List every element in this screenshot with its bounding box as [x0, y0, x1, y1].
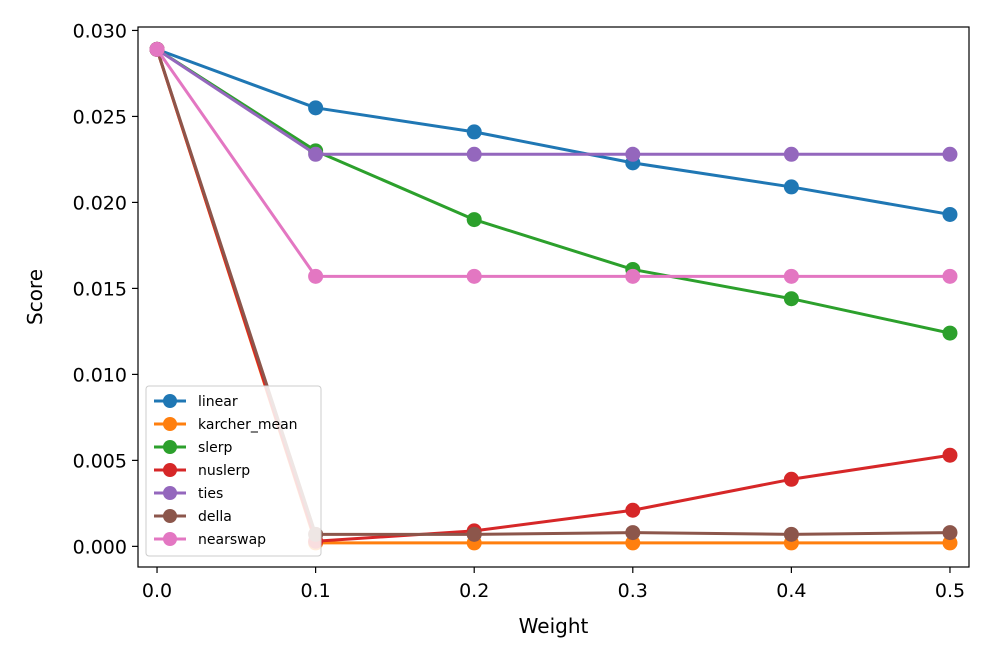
data-point-nuslerp: [942, 447, 958, 463]
data-point-linear: [783, 179, 799, 195]
series-line-ties: [155, 47, 952, 156]
series-nearswap: [149, 41, 958, 284]
data-point-karcher_mean: [625, 535, 641, 551]
x-tick-label: 0.2: [459, 580, 489, 602]
legend-swatch-marker: [163, 417, 177, 431]
legend-item-nearswap: nearswap: [154, 532, 266, 548]
legend-label: slerp: [198, 440, 233, 456]
legend-item-linear: linear: [154, 394, 238, 410]
data-point-linear: [466, 124, 482, 140]
legend-label: della: [198, 509, 232, 525]
series-line-nearswap: [155, 47, 952, 278]
data-point-slerp: [783, 291, 799, 307]
legend-swatch-marker: [163, 463, 177, 477]
legend-label: linear: [198, 394, 238, 410]
legend-swatch-marker: [163, 509, 177, 523]
x-tick-label: 0.5: [935, 580, 965, 602]
series-line-linear: [155, 47, 952, 216]
data-point-nearswap: [942, 268, 958, 284]
data-point-slerp: [942, 325, 958, 341]
legend-label: ties: [198, 486, 223, 502]
legend-item-nuslerp: nuslerp: [154, 463, 250, 479]
x-tick-label: 0.0: [142, 580, 172, 602]
data-point-ties: [783, 146, 799, 162]
data-point-ties: [625, 146, 641, 162]
y-tick-label: 0.010: [73, 364, 127, 386]
data-point-nuslerp: [625, 502, 641, 518]
data-point-ties: [942, 146, 958, 162]
legend-item-slerp: slerp: [154, 440, 233, 456]
y-axis-label: Score: [23, 269, 47, 325]
data-point-nearswap: [466, 268, 482, 284]
y-tick-label: 0.005: [73, 450, 127, 472]
plot-area-frame: [137, 26, 970, 568]
y-axis-ticks: 0.000 0.005 0.010 0.015 0.020 0.025 0.030: [73, 20, 138, 558]
data-point-karcher_mean: [942, 535, 958, 551]
data-point-linear: [942, 206, 958, 222]
y-tick-label: 0.025: [73, 106, 127, 128]
series-ties: [149, 41, 958, 162]
data-point-nearswap: [625, 268, 641, 284]
legend-label: nuslerp: [198, 463, 250, 479]
legend-swatch-marker: [163, 486, 177, 500]
data-point-nearswap: [149, 41, 165, 57]
x-axis-ticks: 0.0 0.1 0.2 0.3 0.4 0.5: [142, 567, 965, 602]
legend-swatch-marker: [163, 394, 177, 408]
legend-swatch-marker: [163, 532, 177, 546]
data-point-ties: [308, 146, 324, 162]
legend-swatch-marker: [163, 440, 177, 454]
y-tick-label: 0.020: [73, 192, 127, 214]
legend-label: karcher_mean: [198, 417, 298, 433]
series-line-slerp: [155, 47, 952, 335]
y-tick-label: 0.030: [73, 20, 127, 42]
data-point-nuslerp: [783, 471, 799, 487]
data-point-della: [466, 526, 482, 542]
legend-item-della: della: [154, 509, 232, 525]
legend-box: [145, 385, 322, 557]
legend-label: nearswap: [198, 532, 266, 548]
data-point-linear: [308, 100, 324, 116]
data-point-della: [625, 525, 641, 541]
data-point-nearswap: [308, 268, 324, 284]
data-point-della: [942, 525, 958, 541]
x-tick-label: 0.4: [776, 580, 806, 602]
y-tick-label: 0.000: [73, 536, 127, 558]
legend-item-ties: ties: [154, 486, 223, 502]
data-point-nearswap: [783, 268, 799, 284]
data-point-della: [783, 526, 799, 542]
data-point-slerp: [466, 212, 482, 228]
x-tick-label: 0.3: [618, 580, 648, 602]
x-tick-label: 0.1: [301, 580, 331, 602]
data-point-ties: [466, 146, 482, 162]
legend-item-karcher_mean: karcher_mean: [154, 417, 298, 433]
y-tick-label: 0.015: [73, 278, 127, 300]
x-axis-label: Weight: [519, 614, 589, 638]
